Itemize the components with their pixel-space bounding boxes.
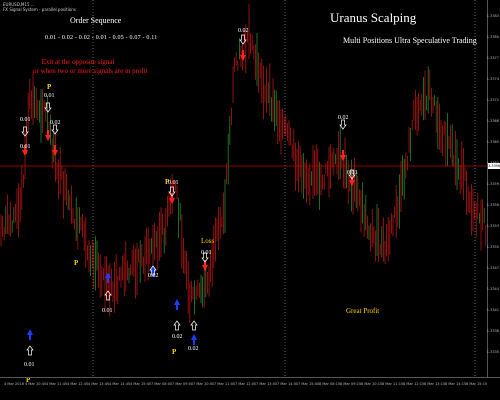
exit-rule-note: Exit at the opposite signal or when two … — [33, 58, 148, 75]
exit-arrow-icon — [339, 119, 347, 130]
time-tick-label: 7 Mar 09:00 — [172, 382, 194, 386]
time-tick-label: 7 Mar 14:00 — [277, 382, 299, 386]
lot-label: 0.01 — [24, 362, 35, 368]
chart-symbol-info: EURUSD,M15 ... FX Signal System - parall… — [3, 2, 76, 12]
lot-label: 0.01 — [20, 144, 31, 150]
current-price-tag: 1.3356 — [488, 163, 500, 169]
time-tick-label: 8 Mar 13:15 — [424, 382, 446, 386]
time-tick-label: 7 Mar 13:00 — [256, 382, 278, 386]
time-tick-label: 4 Mar 15:45 — [130, 382, 152, 386]
price-tick-label: 1.3353 — [486, 224, 499, 228]
price-tick-label: 1.3338 — [486, 329, 499, 333]
price-tick-label: 1.3341 — [486, 308, 499, 312]
lot-label: 0.02 — [50, 120, 61, 126]
sell-arrow-icon — [202, 260, 208, 271]
time-tick-label: 4 Mar 14:45 — [109, 382, 131, 386]
lot-label: 0.02 — [148, 273, 159, 279]
buy-arrow-icon — [27, 329, 33, 340]
profit-marker: P — [165, 178, 170, 186]
lot-label: 0.01 — [20, 117, 31, 123]
exit-arrow-icon — [239, 34, 247, 45]
price-tick-label: 1.3359 — [486, 182, 499, 186]
sell-arrow-icon — [45, 130, 51, 141]
lot-label: 0.02 — [188, 346, 199, 352]
time-tick-label: 4 Mar 11:45 — [46, 382, 68, 386]
time-tick-label: 7 Mar 10:00 — [193, 382, 215, 386]
price-axis[interactable]: 1.3383 1.3380 1.3377 1.3374 1.3371 1.3368 1.33… — [487, 0, 500, 378]
sell-arrow-icon — [22, 145, 28, 156]
exit-arrow-icon — [149, 265, 157, 276]
price-tick-label: 1.3347 — [486, 266, 499, 270]
profit-marker: P — [172, 348, 177, 356]
chart-subtitle: Multi Positions Ultra Speculative Tradin… — [343, 36, 477, 45]
exit-arrow-icon — [44, 102, 52, 113]
time-tick-label: 8 Mar 09:15 — [340, 382, 362, 386]
signal-arrows — [21, 34, 356, 356]
price-tick-label: 1.3335 — [486, 350, 499, 354]
price-tick-label: 1.3356 — [486, 203, 499, 207]
exit-arrow-icon — [26, 345, 34, 356]
price-chart[interactable] — [0, 0, 488, 378]
exit-arrow-icon — [348, 169, 356, 180]
time-tick-label: 8 Mar 15:15 — [466, 382, 488, 386]
time-tick-label: 7 Mar 12:00 — [235, 382, 257, 386]
exit-arrow-icon — [51, 124, 59, 135]
price-tick-label: 1.3365 — [486, 140, 499, 144]
lot-label: 0.02 — [338, 115, 349, 121]
exit-arrow-icon — [168, 186, 176, 197]
lot-label: 0.03 — [347, 170, 358, 176]
price-tick-label: 1.3350 — [486, 245, 499, 249]
sell-arrow-icon — [349, 175, 355, 186]
order-sequence-title: Order Sequence — [70, 16, 122, 25]
time-tick-label: 7 Mar 15:00 — [298, 382, 320, 386]
buy-arrow-icon — [105, 272, 111, 283]
time-axis[interactable]: 4 Mar 2016 4 Mar 10:45 4 Mar 11:45 4 Mar 12… — [0, 377, 500, 400]
lot-label: 0.02 — [238, 28, 249, 34]
sell-arrow-icon — [340, 150, 346, 161]
exit-arrow-icon — [104, 290, 112, 301]
price-tick-label: 1.3380 — [486, 35, 499, 39]
price-tick-label: 1.3383 — [486, 14, 499, 18]
profit-marker: P — [47, 83, 52, 91]
lot-label: 0.01 — [201, 250, 212, 256]
lot-label: 0.02 — [172, 334, 183, 340]
sell-arrow-icon — [52, 145, 58, 156]
time-tick-label: 7 Mar 11:00 — [214, 382, 236, 386]
time-tick-label: 8 Mar 12:15 — [403, 382, 425, 386]
sell-arrow-icon — [240, 50, 246, 61]
time-tick-label: 4 Mar 10:45 — [25, 382, 47, 386]
price-tick-label: 1.3368 — [486, 119, 499, 123]
time-tick-label: 4 Mar 2016 — [4, 382, 24, 386]
time-tick-label: 7 Mar 08:00 — [151, 382, 173, 386]
time-tick-label: 4 Mar 13:45 — [88, 382, 110, 386]
lot-label: 0.01 — [102, 308, 113, 314]
exit-arrow-icon — [190, 320, 198, 331]
profit-marker: P — [74, 259, 79, 267]
price-tick-label: 1.3344 — [486, 287, 499, 291]
lot-label: 0.01 — [168, 180, 179, 186]
exit-arrow-icon — [173, 320, 181, 331]
profit-marker: P — [26, 376, 31, 384]
lot-label: 0.01 — [44, 93, 55, 99]
time-tick-label: 8 Mar 10:15 — [361, 382, 383, 386]
price-tick-label: 1.3377 — [486, 56, 499, 60]
chart-title: Uranus Scalping — [330, 10, 417, 25]
great-profit-label: Great Profit — [346, 307, 380, 315]
candles — [0, 4, 487, 323]
time-tick-label: 8 Mar 11:15 — [382, 382, 404, 386]
buy-arrow-icon — [150, 266, 156, 277]
price-tick-label: 1.3374 — [486, 77, 499, 81]
price-tick-label: 1.3371 — [486, 98, 499, 102]
buy-arrow-icon — [174, 299, 180, 310]
order-sequence-values: 0.01 - 0.02 - 0.02 - 0.01 - 0.05 - 0.07 … — [45, 35, 158, 41]
exit-arrow-icon — [201, 252, 209, 263]
loss-label: Loss — [201, 237, 215, 245]
time-tick-label: 4 Mar 12:45 — [67, 382, 89, 386]
buy-arrow-icon — [191, 334, 197, 345]
sell-arrow-icon — [169, 193, 175, 204]
exit-arrow-icon — [21, 126, 29, 137]
time-tick-label: 8 Mar 14:15 — [445, 382, 467, 386]
time-tick-label: 8 Mar 08:15 — [319, 382, 341, 386]
